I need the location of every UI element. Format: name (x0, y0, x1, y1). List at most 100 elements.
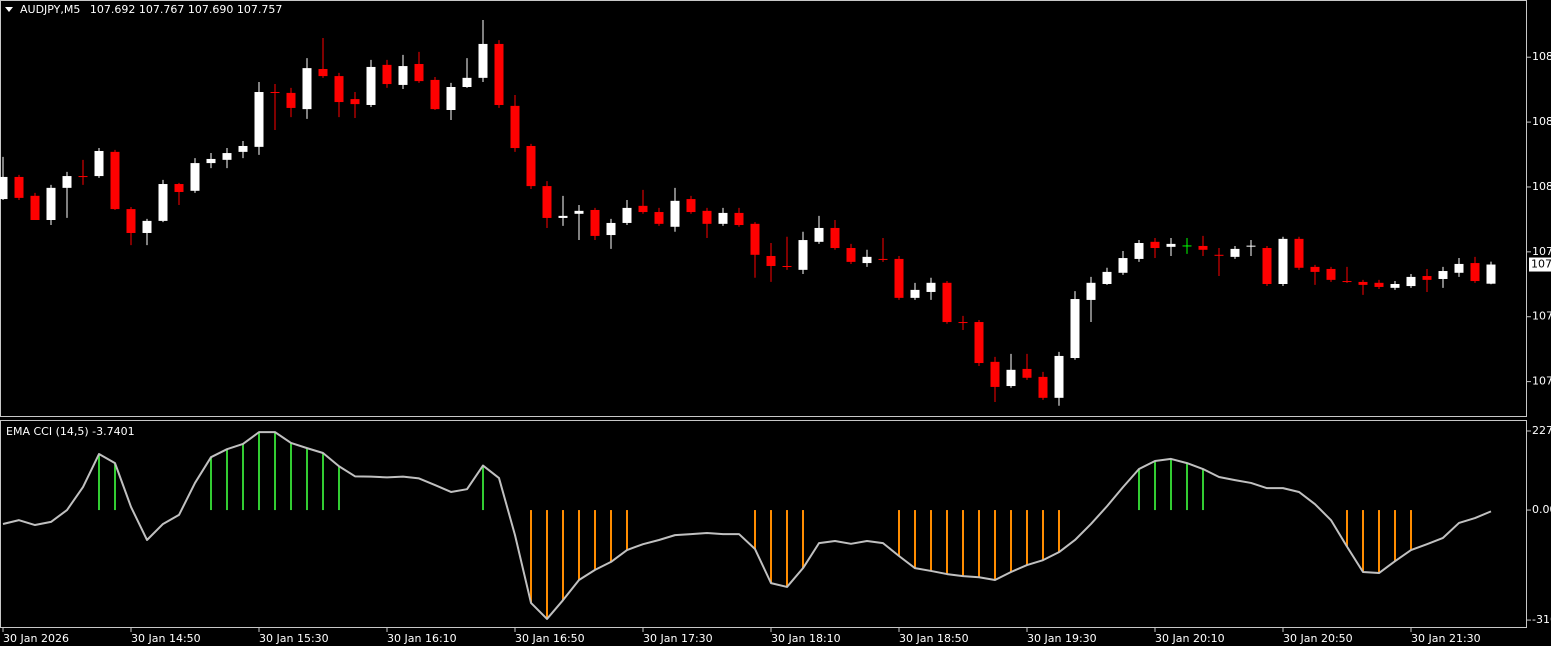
last-price-label: 107.757 (1531, 258, 1551, 271)
candle-body (766, 255, 776, 267)
candle-body (1278, 238, 1288, 284)
x-tick-label: 30 Jan 18:50 (899, 632, 969, 645)
symbol: AUDJPY,M5 (20, 3, 80, 16)
close-label: 107.757 (237, 3, 283, 16)
candle-body (318, 69, 328, 77)
candle-body (238, 145, 248, 152)
candle-body (542, 186, 552, 218)
candle-body (1118, 258, 1128, 273)
x-tick-label: 30 Jan 20:10 (1155, 632, 1225, 645)
low-label: 107.690 (188, 3, 234, 16)
candle-body (1198, 245, 1208, 250)
y-tick-label: 108.020 (1532, 180, 1551, 193)
candle-body (718, 212, 728, 224)
x-tick-label: 30 Jan 14:50 (131, 632, 201, 645)
y-tick-label: 0.0000 (1532, 503, 1551, 516)
candle-body (190, 163, 200, 191)
candle-body (206, 158, 216, 164)
candle-body (814, 227, 824, 242)
candle-body (574, 210, 584, 214)
cci-line (2, 431, 1492, 620)
candle-body (126, 209, 136, 233)
candle-body (382, 64, 392, 85)
price-pane-frame (0, 0, 1527, 417)
candle-body (654, 212, 664, 224)
candle-body (990, 361, 1000, 387)
candle-body (350, 99, 360, 105)
candle-body (14, 176, 24, 198)
candle-body (558, 215, 568, 218)
x-tick-label: 30 Jan 16:10 (387, 632, 457, 645)
candle-body (430, 79, 440, 110)
candle-body (1230, 248, 1240, 257)
candle-body (622, 207, 632, 223)
open-label: 107.692 (90, 3, 136, 16)
candle-body (94, 150, 104, 177)
candle-body (942, 282, 952, 323)
candle-body (46, 187, 56, 221)
candle-body (878, 258, 888, 260)
x-tick-label: 30 Jan 17:30 (643, 632, 713, 645)
candle-body (1326, 268, 1336, 280)
candle-body (158, 184, 168, 221)
candle-body (670, 200, 680, 227)
candle-body (1374, 282, 1384, 287)
y-tick-label: -316.2000 (1532, 613, 1551, 626)
candle-body (734, 212, 744, 226)
last-price-box (1529, 257, 1551, 272)
candle-body (958, 322, 968, 324)
x-tick-label: 30 Jan 2026 (3, 632, 69, 645)
candle-body (254, 92, 264, 147)
candle-body (1246, 245, 1256, 247)
y-tick-label: 107.580 (1532, 310, 1551, 323)
candle-body (782, 266, 792, 268)
candle-body (1438, 271, 1448, 279)
candle-body (174, 184, 184, 192)
candle-body (462, 77, 472, 87)
indicator-pane-frame (0, 420, 1527, 628)
candle-body (1022, 368, 1032, 378)
candle-body (270, 92, 280, 94)
y-tick-label: 108.460 (1532, 50, 1551, 63)
menu-triangle[interactable] (5, 7, 13, 12)
candle-body (414, 63, 424, 82)
candle-body (1470, 263, 1480, 282)
candle-body (478, 43, 488, 78)
candle-body (1038, 376, 1048, 398)
candle-body (638, 205, 648, 213)
candle-body (62, 176, 72, 188)
candle-body (1102, 271, 1112, 284)
y-tick-label: 108.240 (1532, 115, 1551, 128)
candle-body (78, 176, 88, 178)
candle-body (1422, 276, 1432, 280)
x-tick-label: 30 Jan 15:30 (259, 632, 329, 645)
candle-body (302, 68, 312, 110)
candle-body (894, 258, 904, 298)
candle-body (1406, 276, 1416, 287)
candle-body (1486, 264, 1496, 284)
y-tick-label: 107.360 (1532, 375, 1551, 388)
candle-body (0, 176, 8, 200)
candle-body (526, 145, 536, 187)
candle-body (1310, 266, 1320, 272)
candle-body (334, 76, 344, 103)
candle-body (286, 92, 296, 108)
candle-body (862, 256, 872, 264)
candle-body (1134, 243, 1144, 259)
candle-body (750, 223, 760, 255)
candle-body (110, 151, 120, 210)
candle-body (926, 282, 936, 292)
candle-body (974, 322, 984, 364)
candle-body (606, 222, 616, 236)
candle-body (1358, 281, 1368, 285)
x-tick-label: 30 Jan 20:50 (1283, 632, 1353, 645)
candle-body (446, 86, 456, 111)
candle-body (1166, 243, 1176, 247)
candle-body (1294, 238, 1304, 268)
candle-body (1054, 355, 1064, 398)
candle-body (1454, 263, 1464, 273)
candle-body (846, 248, 856, 262)
candle-body (1262, 248, 1272, 284)
